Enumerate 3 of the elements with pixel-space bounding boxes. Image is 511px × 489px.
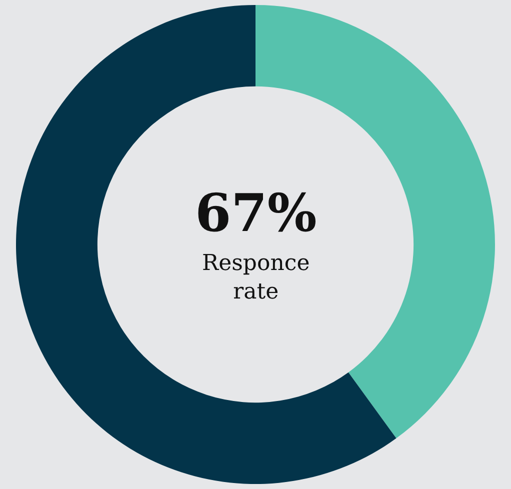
donut-slice [16, 5, 396, 484]
text: 67% [195, 183, 317, 244]
text: Responce rate [202, 251, 310, 305]
